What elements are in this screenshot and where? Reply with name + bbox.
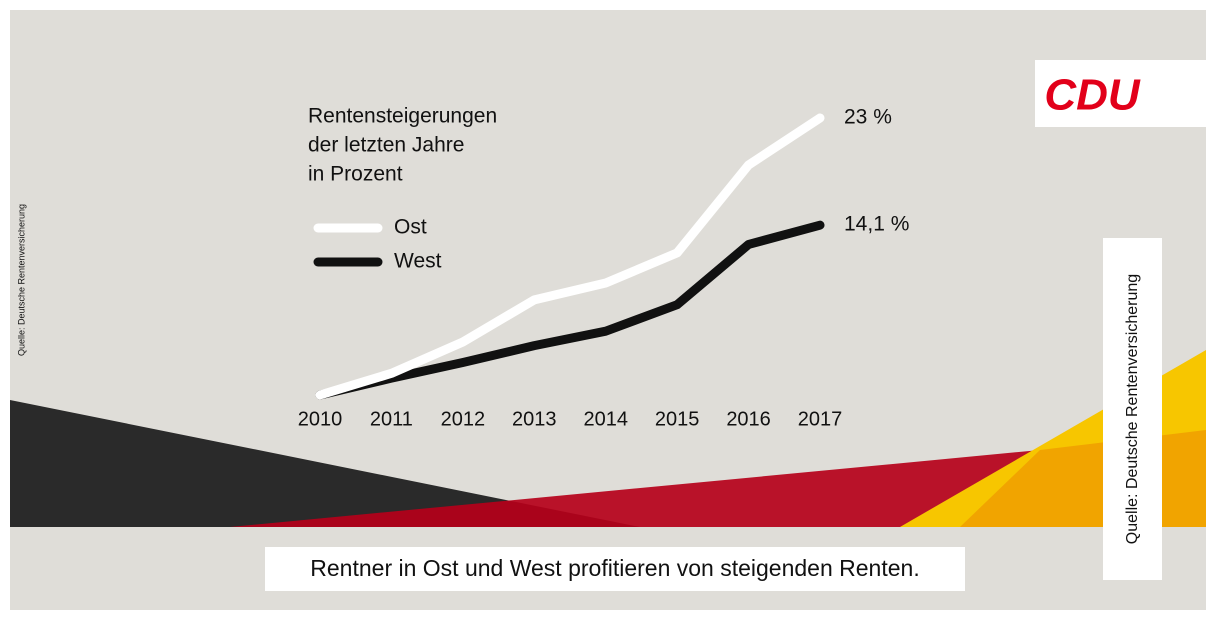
source-small: Quelle: Deutsche Rentenversicherung [16,204,26,356]
x-tick-label: 2010 [298,408,343,430]
value-label: 23 % [844,106,892,129]
legend-label: West [394,250,442,273]
source-box [1103,238,1162,580]
chart-title: in Prozent [308,163,403,186]
x-tick-label: 2015 [655,408,700,430]
x-tick-label: 2011 [370,408,413,430]
x-tick-label: 2013 [512,408,557,430]
logo-box [1035,60,1206,127]
caption-box [265,547,965,591]
logo: CDU [1044,71,1141,120]
source: Quelle: Deutsche Rentenversicherung [1124,274,1141,544]
x-tick-label: 2012 [441,408,486,430]
legend-label: Ost [394,216,427,239]
band-black [10,400,640,527]
chart-title: Rentensteigerungen [308,105,497,128]
chart-title: der letzten Jahre [308,134,464,157]
x-tick-label: 2014 [583,408,628,430]
caption: Rentner in Ost und West profitieren von … [310,555,919,581]
line [315,220,825,400]
value-label: 14,1 % [844,213,909,236]
x-tick-label: 2017 [798,408,843,430]
x-tick-label: 2016 [726,408,771,430]
line [315,113,825,400]
